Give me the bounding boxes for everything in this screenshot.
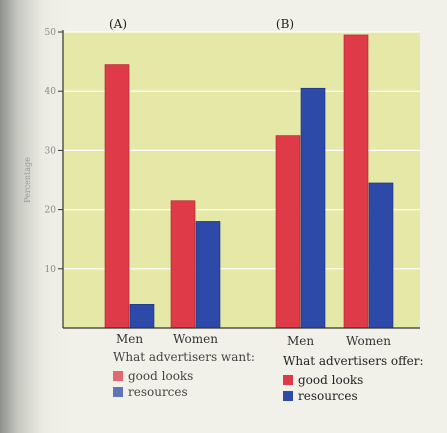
y-tick-label: 10 — [45, 265, 57, 275]
legend-label-resources: resources — [128, 385, 188, 399]
legend-offer-title: What advertisers offer: — [283, 354, 424, 368]
legend-label-good-looks: good looks — [128, 369, 194, 383]
legend-swatch-resources — [113, 387, 123, 397]
y-tick-label: 40 — [45, 87, 57, 97]
bar-b-men-good-looks — [275, 135, 301, 329]
legend-want-good-looks: good looks — [113, 368, 255, 384]
legend-label-good-looks: good looks — [298, 373, 364, 387]
bar-a-men-good-looks — [104, 64, 130, 329]
legend-swatch-resources — [283, 391, 293, 401]
bar-a-women-resources — [195, 221, 221, 329]
category-label: Women — [173, 332, 218, 346]
y-tick-label: 20 — [45, 206, 57, 216]
category-label: Men — [287, 334, 314, 348]
legend-want-title: What advertisers want: — [113, 350, 255, 364]
legend-swatch-good-looks — [283, 375, 293, 385]
bar-a-men-resources — [129, 304, 155, 329]
category-label: Men — [116, 332, 143, 346]
legend-offer-good-looks: good looks — [283, 372, 424, 388]
legend-offer: What advertisers offer: good looks resou… — [283, 354, 424, 404]
bar-b-women-resources — [368, 182, 394, 329]
legend-want-resources: resources — [113, 384, 255, 400]
legend-swatch-good-looks — [113, 371, 123, 381]
bar-b-men-resources — [300, 87, 326, 329]
bar-a-women-good-looks — [170, 200, 196, 329]
category-label: Women — [346, 334, 391, 348]
legend-label-resources: resources — [298, 389, 358, 403]
legend-offer-resources: resources — [283, 388, 424, 404]
y-axis-label: Percentage — [23, 157, 32, 203]
bar-b-women-good-looks — [343, 34, 369, 329]
y-tick-label: 50 — [45, 28, 57, 38]
legend-want: What advertisers want: good looks resour… — [113, 350, 255, 400]
panel-label-b: (B) — [276, 17, 294, 31]
y-tick-label: 30 — [45, 146, 57, 156]
panel-label-a: (A) — [109, 17, 127, 31]
